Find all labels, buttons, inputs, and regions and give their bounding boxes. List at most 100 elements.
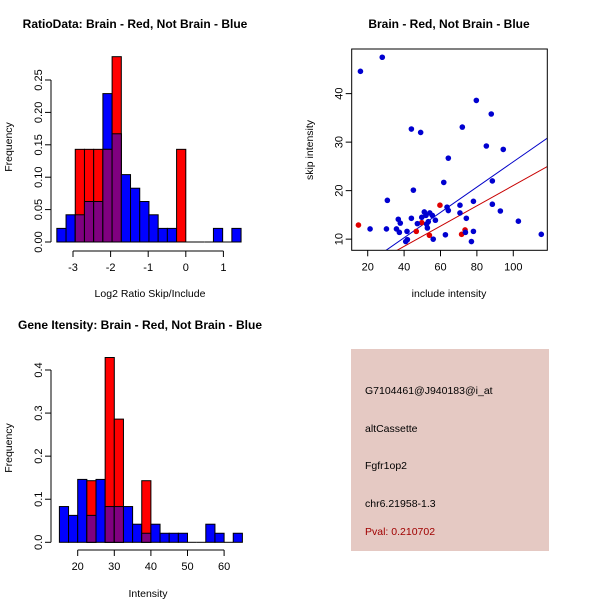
- blue-bar: [150, 523, 161, 543]
- blue-point: [445, 207, 452, 214]
- probe-info-panel: G7104461@J940183@i_at altCassette Fgfr1o…: [351, 349, 549, 551]
- blue-point: [457, 202, 463, 208]
- intensity-histogram: Gene Itensity: Brain - Red, Not Brain - …: [3, 318, 262, 600]
- ratio-histogram-title: RatioData: Brain - Red, Not Brain - Blue: [23, 17, 248, 31]
- y-tick-label: 0.0: [33, 535, 45, 550]
- blue-bar: [148, 214, 159, 243]
- blue-point: [397, 220, 404, 226]
- blue-bar: [95, 478, 106, 543]
- blue-bar: [166, 227, 178, 243]
- blue-bar: [159, 532, 170, 543]
- blue-point: [538, 231, 545, 238]
- x-tick-label: 60: [434, 261, 446, 273]
- blue-point: [379, 54, 386, 61]
- x-tick-label: 20: [72, 561, 84, 573]
- red-point: [437, 202, 443, 208]
- overlap-bar: [86, 514, 97, 543]
- y-tick-label: 0.10: [33, 166, 45, 187]
- blue-bar: [120, 174, 132, 243]
- red-bar: [176, 148, 187, 243]
- blue-bar: [65, 214, 76, 243]
- overlap-bar: [74, 214, 85, 243]
- x-tick-label: 0: [183, 262, 189, 274]
- genomic-location: chr6.21958-1.3: [365, 498, 436, 510]
- blue-point: [445, 155, 452, 161]
- gene-name: Fgfr1op2: [365, 460, 408, 472]
- blue-point: [470, 228, 477, 235]
- scatter-ylabel: skip intensity: [304, 119, 316, 180]
- y-tick-label: 0.05: [33, 199, 45, 220]
- y-tick-label: 0.2: [33, 449, 45, 464]
- overlap-bar: [141, 532, 152, 543]
- blue-point: [404, 236, 411, 243]
- y-tick-label: 0.20: [33, 102, 45, 123]
- x-tick-label: -2: [106, 262, 116, 274]
- blue-point: [473, 97, 480, 104]
- blue-point: [429, 212, 436, 219]
- blue-bar: [132, 523, 143, 543]
- blue-point: [410, 187, 417, 193]
- x-tick-label: 30: [108, 561, 120, 573]
- scatter-plot: Brain - Red, Not Brain - Blue include in…: [304, 17, 548, 300]
- y-tick-label: 20: [334, 185, 346, 197]
- x-tick-label: 40: [145, 561, 157, 573]
- blue-point: [515, 218, 522, 224]
- blue-point: [425, 218, 432, 225]
- blue-bar: [157, 227, 168, 243]
- scatter-title: Brain - Red, Not Brain - Blue: [368, 17, 530, 31]
- overlap-bar: [102, 148, 113, 243]
- blue-point: [430, 236, 437, 242]
- overlap-bar: [113, 506, 124, 543]
- intensity-histogram-title: Gene Itensity: Brain - Red, Not Brain - …: [18, 318, 262, 332]
- blue-point: [463, 215, 470, 222]
- x-tick-label: 40: [398, 261, 410, 273]
- blue-point: [468, 238, 475, 245]
- pval-text: Pval: 0.210702: [365, 526, 436, 538]
- overlap-bar: [111, 133, 122, 243]
- y-tick-label: 0.1: [33, 492, 45, 507]
- intensity-histogram-xlabel: Intensity: [128, 588, 168, 600]
- ratio-histogram: RatioData: Brain - Red, Not Brain - Blue…: [3, 17, 248, 300]
- blue-point: [367, 226, 373, 232]
- blue-point: [384, 197, 391, 204]
- y-tick-label: 0.25: [33, 69, 45, 90]
- x-tick-label: -3: [68, 262, 78, 274]
- x-tick-label: -1: [143, 262, 153, 274]
- blue-point: [396, 229, 403, 236]
- blue-bar: [168, 532, 179, 543]
- overlap-bar: [104, 506, 115, 543]
- blue-point: [483, 143, 490, 149]
- blue-bar: [214, 532, 225, 543]
- red-point: [426, 232, 433, 239]
- blue-point: [408, 215, 415, 222]
- x-tick-label: 60: [218, 561, 230, 573]
- event-type: altCassette: [365, 423, 418, 435]
- blue-bar: [231, 227, 242, 243]
- ratio-histogram-xlabel: Log2 Ratio Skip/Include: [95, 288, 206, 300]
- red-point: [418, 219, 425, 226]
- blue-point: [500, 146, 507, 153]
- blue-bar: [139, 201, 150, 243]
- blue-bar: [232, 532, 243, 543]
- x-tick-label: 50: [181, 561, 193, 573]
- y-tick-label: 0.00: [33, 231, 45, 252]
- blue-bar: [130, 187, 141, 243]
- blue-point: [488, 111, 495, 117]
- y-tick-label: 0.3: [33, 405, 45, 420]
- blue-point: [462, 229, 469, 236]
- blue-point: [489, 201, 496, 208]
- blue-point: [440, 179, 447, 186]
- blue-bar: [205, 523, 216, 543]
- blue-bar: [122, 506, 134, 543]
- blue-point: [442, 231, 449, 238]
- y-tick-label: 10: [334, 233, 346, 245]
- y-tick-label: 40: [334, 88, 346, 100]
- blue-point: [417, 129, 424, 136]
- blue-bar: [77, 478, 88, 543]
- scatter-xlabel: include intensity: [412, 288, 487, 300]
- overlap-bar: [83, 201, 95, 243]
- blue-point: [424, 225, 431, 231]
- blue-bar: [58, 506, 70, 543]
- blue-point: [404, 228, 410, 235]
